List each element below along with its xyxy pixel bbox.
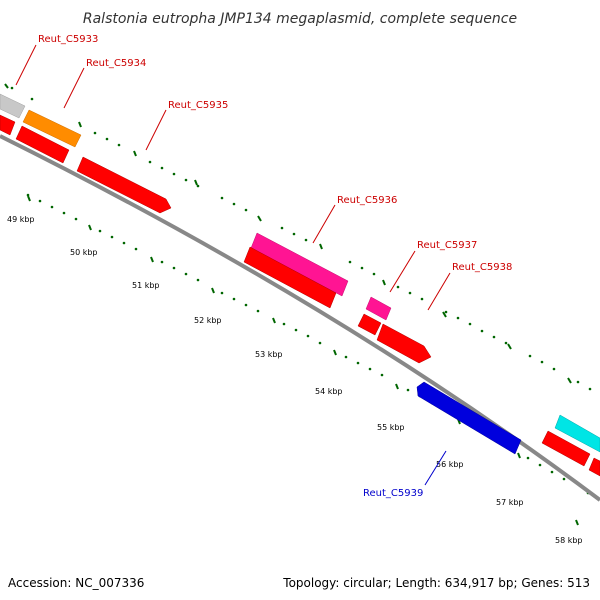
gene-label-c5939[interactable]: Reut_C5939 [363, 488, 423, 499]
kbp-labels: 49 kbp 50 kbp 51 kbp 52 kbp 53 kbp 54 kb… [7, 215, 583, 545]
kbp-label: 57 kbp [496, 498, 524, 507]
gene-label-c5933[interactable]: Reut_C5933 [38, 34, 98, 45]
cds-feature[interactable] [357, 313, 382, 336]
gene-label-c5936[interactable]: Reut_C5936 [337, 195, 397, 206]
kbp-label: 58 kbp [555, 536, 583, 545]
kbp-label: 53 kbp [255, 350, 283, 359]
kbp-label: 55 kbp [377, 423, 405, 432]
gene-label-c5935[interactable]: Reut_C5935 [168, 100, 228, 111]
cds-feature[interactable] [588, 457, 600, 477]
gene-label-leaders [15, 44, 451, 486]
kbp-label: 54 kbp [315, 387, 343, 396]
kbp-label: 51 kbp [132, 281, 160, 290]
forward-genes [0, 93, 600, 453]
gene-label-c5937[interactable]: Reut_C5937 [417, 240, 477, 251]
outer-tick-track [10, 86, 592, 391]
map-summary-text: Topology: circular; Length: 634,917 bp; … [282, 576, 590, 590]
map-title: Ralstonia eutropha JMP134 megaplasmid, c… [83, 11, 517, 27]
accession-text: Accession: NC_007336 [8, 576, 144, 590]
cds-feature[interactable] [376, 323, 432, 364]
kbp-label: 50 kbp [70, 248, 98, 257]
kbp-label: 49 kbp [7, 215, 35, 224]
gene-c5936[interactable] [250, 232, 349, 297]
gene-c5934[interactable] [22, 109, 82, 148]
gene-c5937[interactable] [365, 296, 392, 321]
cds-feature[interactable] [0, 114, 16, 136]
kbp-label: 56 kbp [436, 460, 464, 469]
outer-major-ticks [4, 83, 572, 384]
cds-feature[interactable] [243, 246, 337, 309]
cds-feature[interactable] [76, 156, 172, 214]
kbp-label: 52 kbp [194, 316, 222, 325]
cds-feature[interactable] [541, 430, 591, 467]
plasmid-backbone [0, 134, 600, 502]
inner-major-ticks [27, 195, 579, 526]
gene-gray[interactable] [0, 93, 26, 119]
gene-cyan[interactable] [554, 414, 600, 453]
gene-c5939[interactable] [416, 381, 522, 455]
cds-track [0, 114, 600, 477]
gene-label-c5938[interactable]: Reut_C5938 [452, 262, 512, 273]
gene-labels: Reut_C5933 Reut_C5934 Reut_C5935 Reut_C5… [38, 34, 512, 499]
cds-feature[interactable] [15, 125, 70, 164]
inner-tick-track [26, 193, 590, 495]
gene-label-c5934[interactable]: Reut_C5934 [86, 58, 146, 69]
